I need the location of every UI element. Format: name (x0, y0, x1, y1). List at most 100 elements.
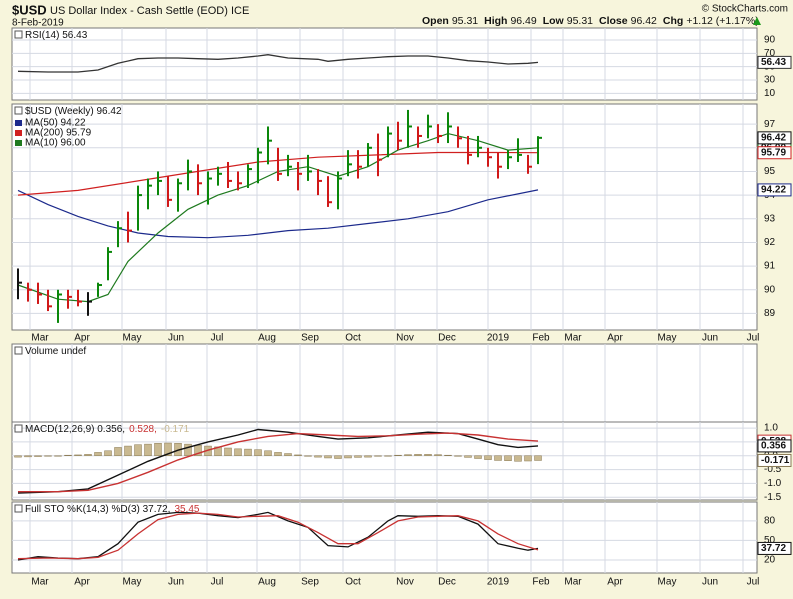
histogram-bar (274, 452, 282, 456)
legend-icon (14, 106, 23, 115)
legend-swatch (15, 130, 22, 136)
x-tick-label: Feb (532, 333, 550, 344)
symbol: $USD (12, 2, 47, 17)
histogram-bar (124, 445, 132, 456)
histogram-bar (114, 447, 122, 456)
histogram-bar (524, 455, 532, 462)
histogram-bar (44, 455, 52, 457)
x-tick-label: Jul (211, 333, 224, 344)
legend-icon (14, 30, 23, 39)
quote-value: 96.42 (631, 15, 657, 27)
legend-text: $USD (Weekly) 96.42 (25, 106, 122, 117)
y-tick-label: -1.0 (764, 478, 782, 489)
legend-text: Volume undef (25, 346, 86, 357)
legend-icon (14, 346, 23, 355)
histogram-bar (264, 450, 272, 456)
change-arrow (753, 17, 761, 25)
legend-text: 0.528, (129, 424, 157, 435)
y-tick-label: 1.0 (764, 423, 778, 434)
legend-icon (14, 504, 23, 513)
y-tick-label: 93 (764, 213, 776, 224)
quote: Open 95.31 High 96.49 Low 95.31 Close 96.42 Chg +… (422, 15, 759, 27)
histogram-bar (84, 454, 92, 456)
legend-swatch (15, 140, 22, 146)
last-value-label: 94.22 (761, 185, 786, 196)
legend: MACD(12,26,9) 0.356, 0.528, -0.171 (25, 424, 190, 435)
x-tick-label: Apr (607, 577, 623, 588)
quote-label: Low (543, 15, 565, 27)
last-value-label: 95.79 (761, 147, 786, 158)
legend: $USD (Weekly) 96.42 (25, 106, 122, 117)
last-value-box (757, 439, 792, 453)
x-tick-label: Aug (258, 577, 276, 588)
histogram-bar (234, 448, 242, 456)
histogram-bar (284, 453, 292, 456)
x-tick-label: Jul (747, 333, 760, 344)
histogram-bar (104, 450, 112, 456)
legend-text: 35.45 (174, 504, 199, 515)
histogram-bar (74, 454, 82, 456)
y-tick-label: 20 (764, 555, 776, 566)
histogram-bar (244, 448, 252, 456)
histogram-bar (164, 442, 172, 456)
legend: Full STO %K(14,3) %D(3) 37.72, 35.45 (25, 504, 200, 515)
panel (11, 27, 758, 101)
x-tick-label: Jun (702, 333, 718, 344)
legend-text: MACD(12,26,9) 0.356, (25, 424, 125, 435)
histogram-bar (414, 454, 422, 456)
last-value-label: 37.72 (761, 543, 786, 554)
histogram-bar (154, 443, 162, 456)
y-tick-label: 92 (764, 237, 776, 248)
y-tick-label: -0.5 (764, 464, 782, 475)
x-tick-label: Jul (747, 577, 760, 588)
x-tick-label: Dec (438, 333, 456, 344)
histogram-bar (424, 454, 432, 456)
histogram-bar (304, 455, 312, 457)
legend-text: -0.171 (161, 424, 190, 435)
last-value-label: -0.171 (761, 455, 790, 466)
histogram-bar (484, 455, 492, 460)
date: 8-Feb-2019 (12, 18, 64, 29)
y-tick-label: 90 (764, 35, 776, 46)
histogram-bar (294, 454, 302, 456)
y-tick-label: 91 (764, 261, 776, 272)
legend-text: MA(50) 94.22 (25, 118, 86, 129)
x-tick-label: 2019 (487, 577, 510, 588)
x-tick-label: Feb (532, 577, 550, 588)
panel (11, 103, 758, 331)
histogram-bar (534, 455, 542, 461)
x-tick-label: Sep (301, 577, 319, 588)
histogram-bar (64, 454, 72, 456)
x-tick-label: Jun (168, 577, 184, 588)
histogram-bar (144, 443, 152, 456)
histogram-bar (24, 455, 32, 458)
x-tick-label: Mar (31, 577, 49, 588)
x-tick-label: Jul (211, 577, 224, 588)
y-tick-label: 97 (764, 119, 776, 130)
y-tick-label: 80 (764, 516, 776, 527)
legend-text: MA(10) 96.00 (25, 138, 86, 149)
x-tick-label: Apr (74, 333, 90, 344)
quote-label: High (484, 15, 507, 27)
histogram-bar (254, 449, 262, 456)
legend-swatch (15, 120, 22, 126)
quote-label: Close (599, 15, 628, 27)
last-value-label: 0.356 (761, 441, 786, 452)
x-tick-label: Apr (74, 577, 90, 588)
histogram-bar (454, 455, 462, 457)
histogram-bar (384, 455, 392, 457)
series-line (17, 512, 539, 560)
histogram-bar (474, 455, 482, 459)
quote-value: 95.31 (452, 15, 478, 27)
x-tick-label: May (123, 333, 142, 344)
histogram-bar (14, 455, 22, 458)
x-tick-label: Dec (438, 577, 456, 588)
last-value-box (757, 183, 792, 197)
quote-value: 96.49 (510, 15, 536, 27)
series-line (18, 432, 539, 493)
histogram-bar (444, 454, 452, 456)
x-tick-label: 2019 (487, 333, 510, 344)
legend: RSI(14) 56.43 (25, 30, 88, 41)
histogram-bar (394, 454, 402, 456)
